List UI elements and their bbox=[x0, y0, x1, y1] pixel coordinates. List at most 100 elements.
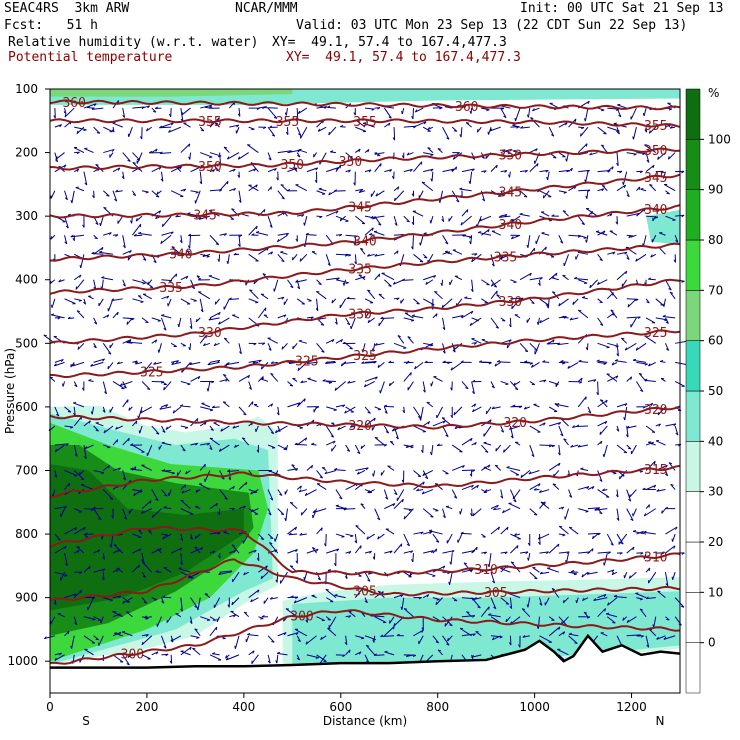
wind-arrow bbox=[578, 486, 590, 491]
wind-arrow bbox=[473, 596, 482, 600]
wind-arrow bbox=[226, 254, 230, 265]
wind-arrow bbox=[442, 168, 455, 173]
wind-arrow bbox=[645, 152, 650, 163]
wind-arrow bbox=[441, 216, 445, 222]
wind-arrow bbox=[223, 337, 230, 344]
wind-arrow bbox=[331, 444, 337, 452]
wind-arrow bbox=[645, 504, 651, 509]
colorbar-segment bbox=[685, 139, 701, 190]
wind-arrow bbox=[112, 311, 119, 319]
wind-arrow bbox=[635, 342, 647, 351]
wind-arrow bbox=[133, 233, 143, 237]
wind-arrow bbox=[442, 508, 446, 519]
wind-arrow bbox=[506, 466, 521, 471]
wind-arrow bbox=[508, 635, 512, 646]
wind-arrow bbox=[387, 465, 395, 471]
wind-arrow bbox=[636, 597, 643, 601]
wind-arrow bbox=[237, 171, 240, 178]
wind-arrow bbox=[616, 533, 624, 545]
wind-arrow bbox=[112, 467, 121, 471]
wind-arrow bbox=[326, 380, 332, 384]
wind-arrow bbox=[168, 108, 172, 118]
wind-arrow bbox=[623, 572, 628, 579]
wind-arrow bbox=[665, 545, 676, 554]
wind-arrow bbox=[295, 235, 298, 242]
wind-arrow bbox=[95, 422, 104, 427]
wind-arrow bbox=[403, 550, 414, 554]
wind-arrow bbox=[102, 381, 107, 395]
wind-arrow bbox=[313, 152, 317, 158]
wind-arrow bbox=[297, 107, 308, 114]
wind-arrow bbox=[229, 215, 235, 220]
wind-arrow bbox=[170, 166, 182, 173]
wind-arrow bbox=[287, 279, 294, 289]
wind-arrow bbox=[287, 526, 298, 535]
wind-arrow bbox=[128, 340, 143, 344]
wind-arrow bbox=[162, 469, 172, 472]
wind-arrow bbox=[163, 567, 172, 573]
wind-arrow bbox=[490, 381, 495, 389]
wind-arrow bbox=[581, 571, 589, 578]
wind-arrow bbox=[532, 566, 540, 573]
wind-arrow bbox=[180, 508, 194, 515]
wind-arrow bbox=[229, 550, 237, 554]
wind-arrow bbox=[374, 253, 385, 257]
wind-arrow bbox=[630, 317, 637, 328]
wind-arrow bbox=[392, 279, 404, 285]
theta-label: 320 bbox=[644, 403, 667, 418]
wind-arrow bbox=[597, 594, 607, 599]
wind-arrow bbox=[227, 469, 240, 472]
wind-arrow bbox=[359, 247, 366, 255]
wind-arrow bbox=[442, 425, 449, 438]
wind-arrow bbox=[61, 381, 66, 387]
wind-arrow bbox=[529, 444, 535, 458]
wind-arrow bbox=[175, 214, 181, 218]
wind-arrow bbox=[344, 406, 356, 414]
wind-arrow bbox=[250, 508, 259, 513]
wind-arrow bbox=[416, 488, 424, 492]
wind-arrow bbox=[490, 290, 498, 300]
wind-arrow bbox=[350, 317, 356, 330]
wind-arrow bbox=[622, 616, 628, 621]
wind-arrow bbox=[437, 649, 443, 656]
wind-arrow bbox=[575, 597, 579, 604]
wind-arrow bbox=[209, 425, 214, 431]
wind-arrow bbox=[102, 553, 105, 560]
wind-arrow bbox=[199, 334, 207, 344]
wind-arrow bbox=[263, 105, 278, 109]
wind-arrow bbox=[464, 296, 472, 300]
wind-arrow bbox=[325, 597, 334, 603]
wind-arrow bbox=[194, 546, 201, 554]
wind-arrow bbox=[277, 314, 287, 319]
wind-arrow bbox=[483, 425, 492, 437]
wind-arrow bbox=[258, 342, 266, 346]
wind-arrow bbox=[151, 547, 162, 554]
wind-arrow bbox=[502, 508, 511, 514]
wind-arrow bbox=[626, 152, 637, 156]
wind-arrow bbox=[626, 190, 630, 198]
wind-arrow bbox=[655, 298, 664, 306]
colorbar-label: 0 bbox=[708, 636, 716, 650]
wind-arrow bbox=[232, 571, 240, 583]
wind-arrow bbox=[360, 444, 366, 449]
wind-arrow bbox=[292, 377, 298, 382]
wind-arrow bbox=[111, 127, 115, 133]
wind-arrow bbox=[558, 533, 566, 537]
wind-arrow bbox=[344, 635, 348, 646]
wind-arrow bbox=[577, 215, 585, 226]
wind-arrow bbox=[529, 508, 538, 516]
wind-arrow bbox=[546, 298, 550, 309]
wind-arrow bbox=[512, 149, 521, 154]
wind-arrow bbox=[558, 631, 566, 637]
wind-arrow bbox=[542, 360, 550, 363]
wind-arrow bbox=[674, 235, 679, 243]
wind-arrow bbox=[261, 614, 269, 618]
wind-arrow bbox=[122, 399, 129, 408]
wind-arrow bbox=[438, 190, 444, 203]
colorbar-segment bbox=[685, 189, 701, 241]
wind-arrow bbox=[558, 298, 569, 307]
wind-arrow bbox=[305, 232, 317, 236]
wind-arrow bbox=[132, 298, 144, 303]
wind-arrow bbox=[122, 235, 126, 249]
wind-arrow bbox=[411, 216, 415, 225]
